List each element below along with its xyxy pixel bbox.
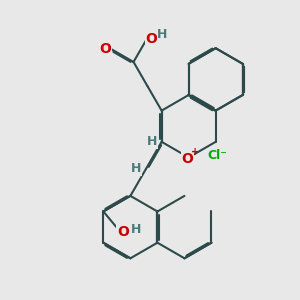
Text: +: + (191, 147, 200, 158)
Text: O: O (181, 152, 193, 166)
Text: O: O (146, 32, 157, 46)
Text: H: H (131, 162, 142, 176)
Text: O: O (99, 43, 111, 56)
Text: H: H (131, 224, 141, 236)
Text: Cl⁻: Cl⁻ (207, 149, 227, 162)
Text: H: H (157, 28, 167, 41)
Text: H: H (147, 135, 157, 148)
Text: O: O (117, 225, 129, 239)
